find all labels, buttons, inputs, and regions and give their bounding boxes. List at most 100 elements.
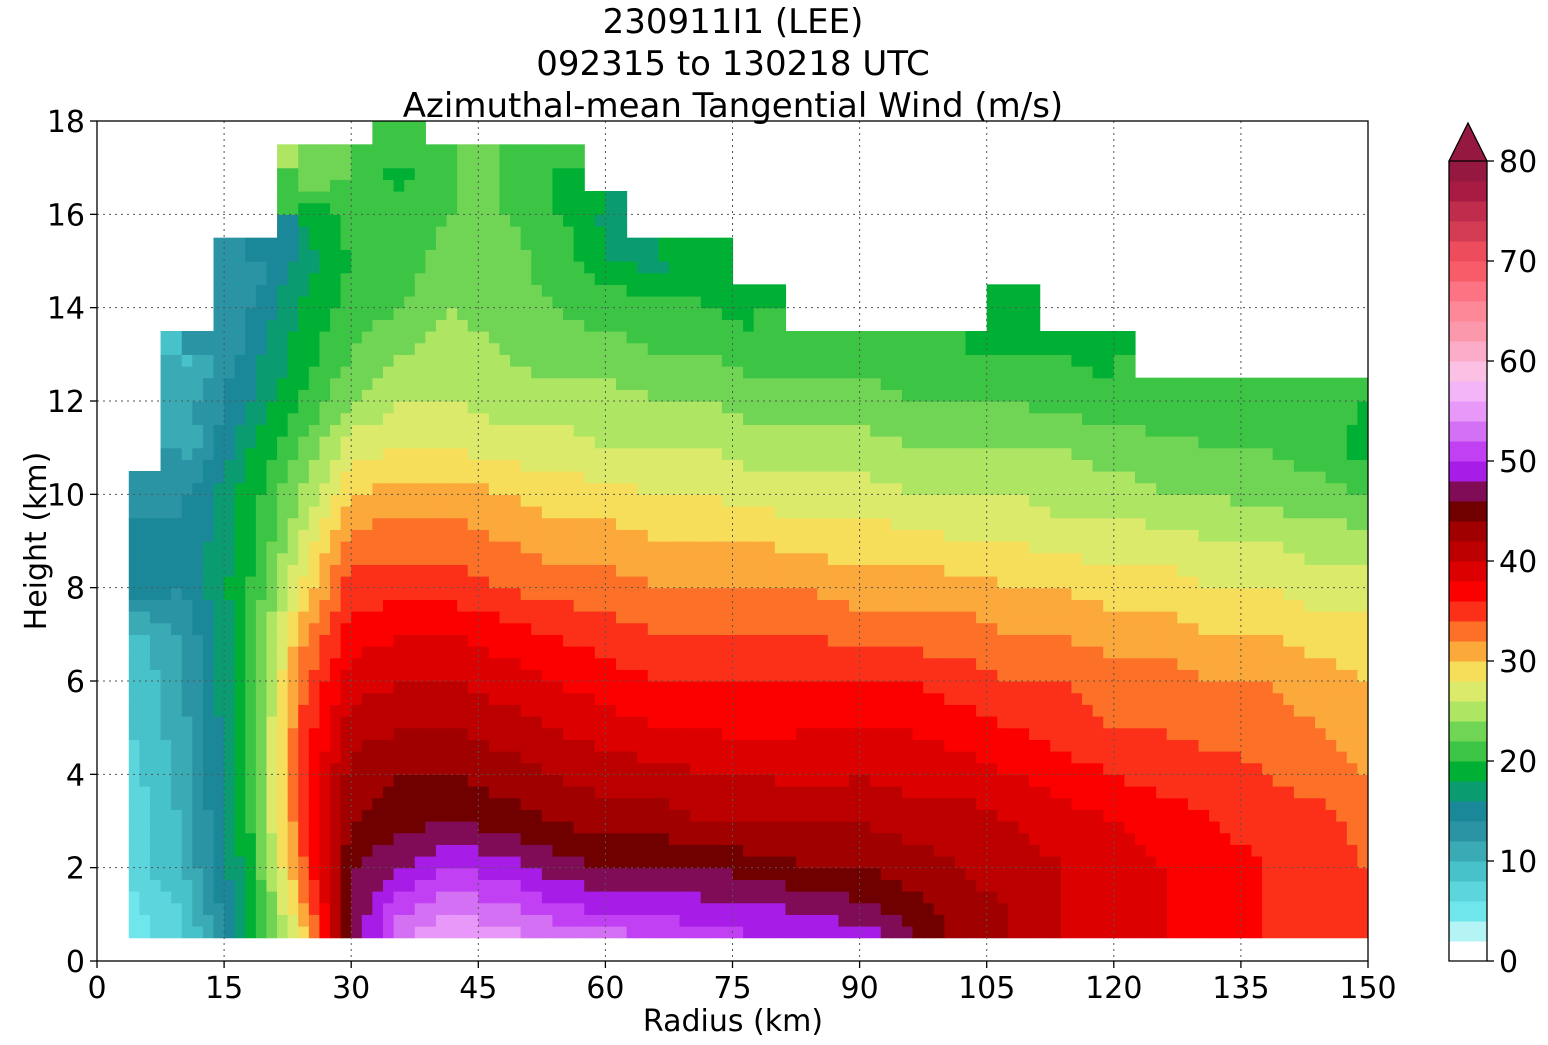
contour-cell xyxy=(552,739,564,752)
contour-cell xyxy=(859,459,871,472)
contour-cell xyxy=(552,844,564,857)
contour-cell xyxy=(594,622,606,635)
contour-cell xyxy=(626,751,638,764)
contour-cell xyxy=(1262,786,1274,799)
contour-cell xyxy=(626,541,638,554)
contour-cell xyxy=(308,657,321,670)
contour-cell xyxy=(149,751,162,764)
contour-cell xyxy=(1177,482,1189,495)
contour-cell xyxy=(277,704,289,717)
contour-cell xyxy=(944,517,956,530)
contour-cell xyxy=(1283,879,1295,892)
contour-cell xyxy=(541,914,554,927)
contour-cell xyxy=(351,552,363,565)
contour-cell xyxy=(1346,774,1359,787)
contour-cell xyxy=(891,471,903,484)
contour-cell xyxy=(319,447,331,460)
contour-cell xyxy=(446,914,458,927)
contour-cell xyxy=(1187,564,1200,577)
contour-cell xyxy=(245,482,257,495)
contour-cell xyxy=(679,844,691,857)
contour-cell xyxy=(827,611,840,624)
contour-cell xyxy=(1272,529,1284,542)
contour-cell xyxy=(1325,634,1337,647)
contour-cell xyxy=(859,856,871,869)
contour-cell xyxy=(1198,716,1210,729)
contour-cell xyxy=(393,494,405,507)
contour-cell xyxy=(552,727,564,740)
contour-cell xyxy=(541,669,554,682)
contour-cell xyxy=(1262,774,1274,787)
contour-cell xyxy=(1060,879,1073,892)
contour-cell xyxy=(202,494,215,507)
contour-cell xyxy=(986,716,998,729)
contour-cell xyxy=(224,576,236,589)
contour-cell xyxy=(541,564,554,577)
contour-cell xyxy=(796,447,808,460)
contour-cell xyxy=(594,576,606,589)
contour-cell xyxy=(202,447,215,460)
contour-cell xyxy=(827,704,840,717)
contour-cell xyxy=(827,599,840,612)
contour-cell xyxy=(785,541,797,554)
contour-cell xyxy=(245,832,257,845)
contour-cell xyxy=(923,576,935,589)
contour-cell xyxy=(541,599,554,612)
contour-cell xyxy=(944,867,956,880)
contour-cell xyxy=(1092,681,1104,694)
contour-cell xyxy=(1251,797,1263,810)
contour-cell xyxy=(743,564,755,577)
contour-cell xyxy=(1283,459,1295,472)
contour-cell xyxy=(393,482,405,495)
contour-cell xyxy=(923,541,935,554)
contour-cell xyxy=(1050,529,1062,542)
contour-cell xyxy=(1230,751,1242,764)
contour-cell xyxy=(1082,447,1094,460)
contour-cell xyxy=(224,739,236,752)
contour-cell xyxy=(277,926,289,939)
contour-cell xyxy=(954,459,967,472)
contour-cell xyxy=(870,716,882,729)
contour-cell xyxy=(1018,809,1030,822)
contour-cell xyxy=(330,517,342,530)
contour-cell xyxy=(1007,611,1020,624)
contour-cell xyxy=(1272,459,1284,472)
contour-cell xyxy=(732,809,744,822)
contour-cell xyxy=(647,891,659,904)
contour-cell xyxy=(1357,716,1368,729)
contour-cell xyxy=(1346,821,1359,834)
contour-cell xyxy=(351,634,363,647)
contour-cell xyxy=(891,669,903,682)
contour-cell xyxy=(139,681,151,694)
contour-cell xyxy=(1166,774,1178,787)
contour-cell xyxy=(224,494,236,507)
contour-cell xyxy=(615,891,628,904)
contour-cell xyxy=(510,867,522,880)
contour-cell xyxy=(277,599,289,612)
contour-cell xyxy=(1134,856,1147,869)
contour-cell xyxy=(573,634,585,647)
contour-cell xyxy=(149,576,162,589)
contour-cell xyxy=(171,832,183,845)
contour-cell xyxy=(202,797,215,810)
contour-cell xyxy=(912,914,924,927)
contour-cell xyxy=(870,564,882,577)
contour-cell xyxy=(1039,727,1051,740)
contour-cell xyxy=(827,926,840,939)
contour-cell xyxy=(711,879,723,892)
contour-cell xyxy=(753,459,765,472)
contour-cell xyxy=(647,926,659,939)
contour-cell xyxy=(743,494,755,507)
contour-cell xyxy=(213,879,225,892)
contour-cell xyxy=(277,832,289,845)
contour-cell xyxy=(1082,774,1094,787)
contour-cell xyxy=(880,506,892,519)
contour-cell xyxy=(404,541,416,554)
contour-cell xyxy=(774,692,787,705)
contour-cell xyxy=(849,506,861,519)
contour-cell xyxy=(435,517,448,530)
contour-cell xyxy=(287,797,299,810)
contour-cell xyxy=(774,739,787,752)
contour-cell xyxy=(266,576,278,589)
contour-cell xyxy=(361,541,373,554)
